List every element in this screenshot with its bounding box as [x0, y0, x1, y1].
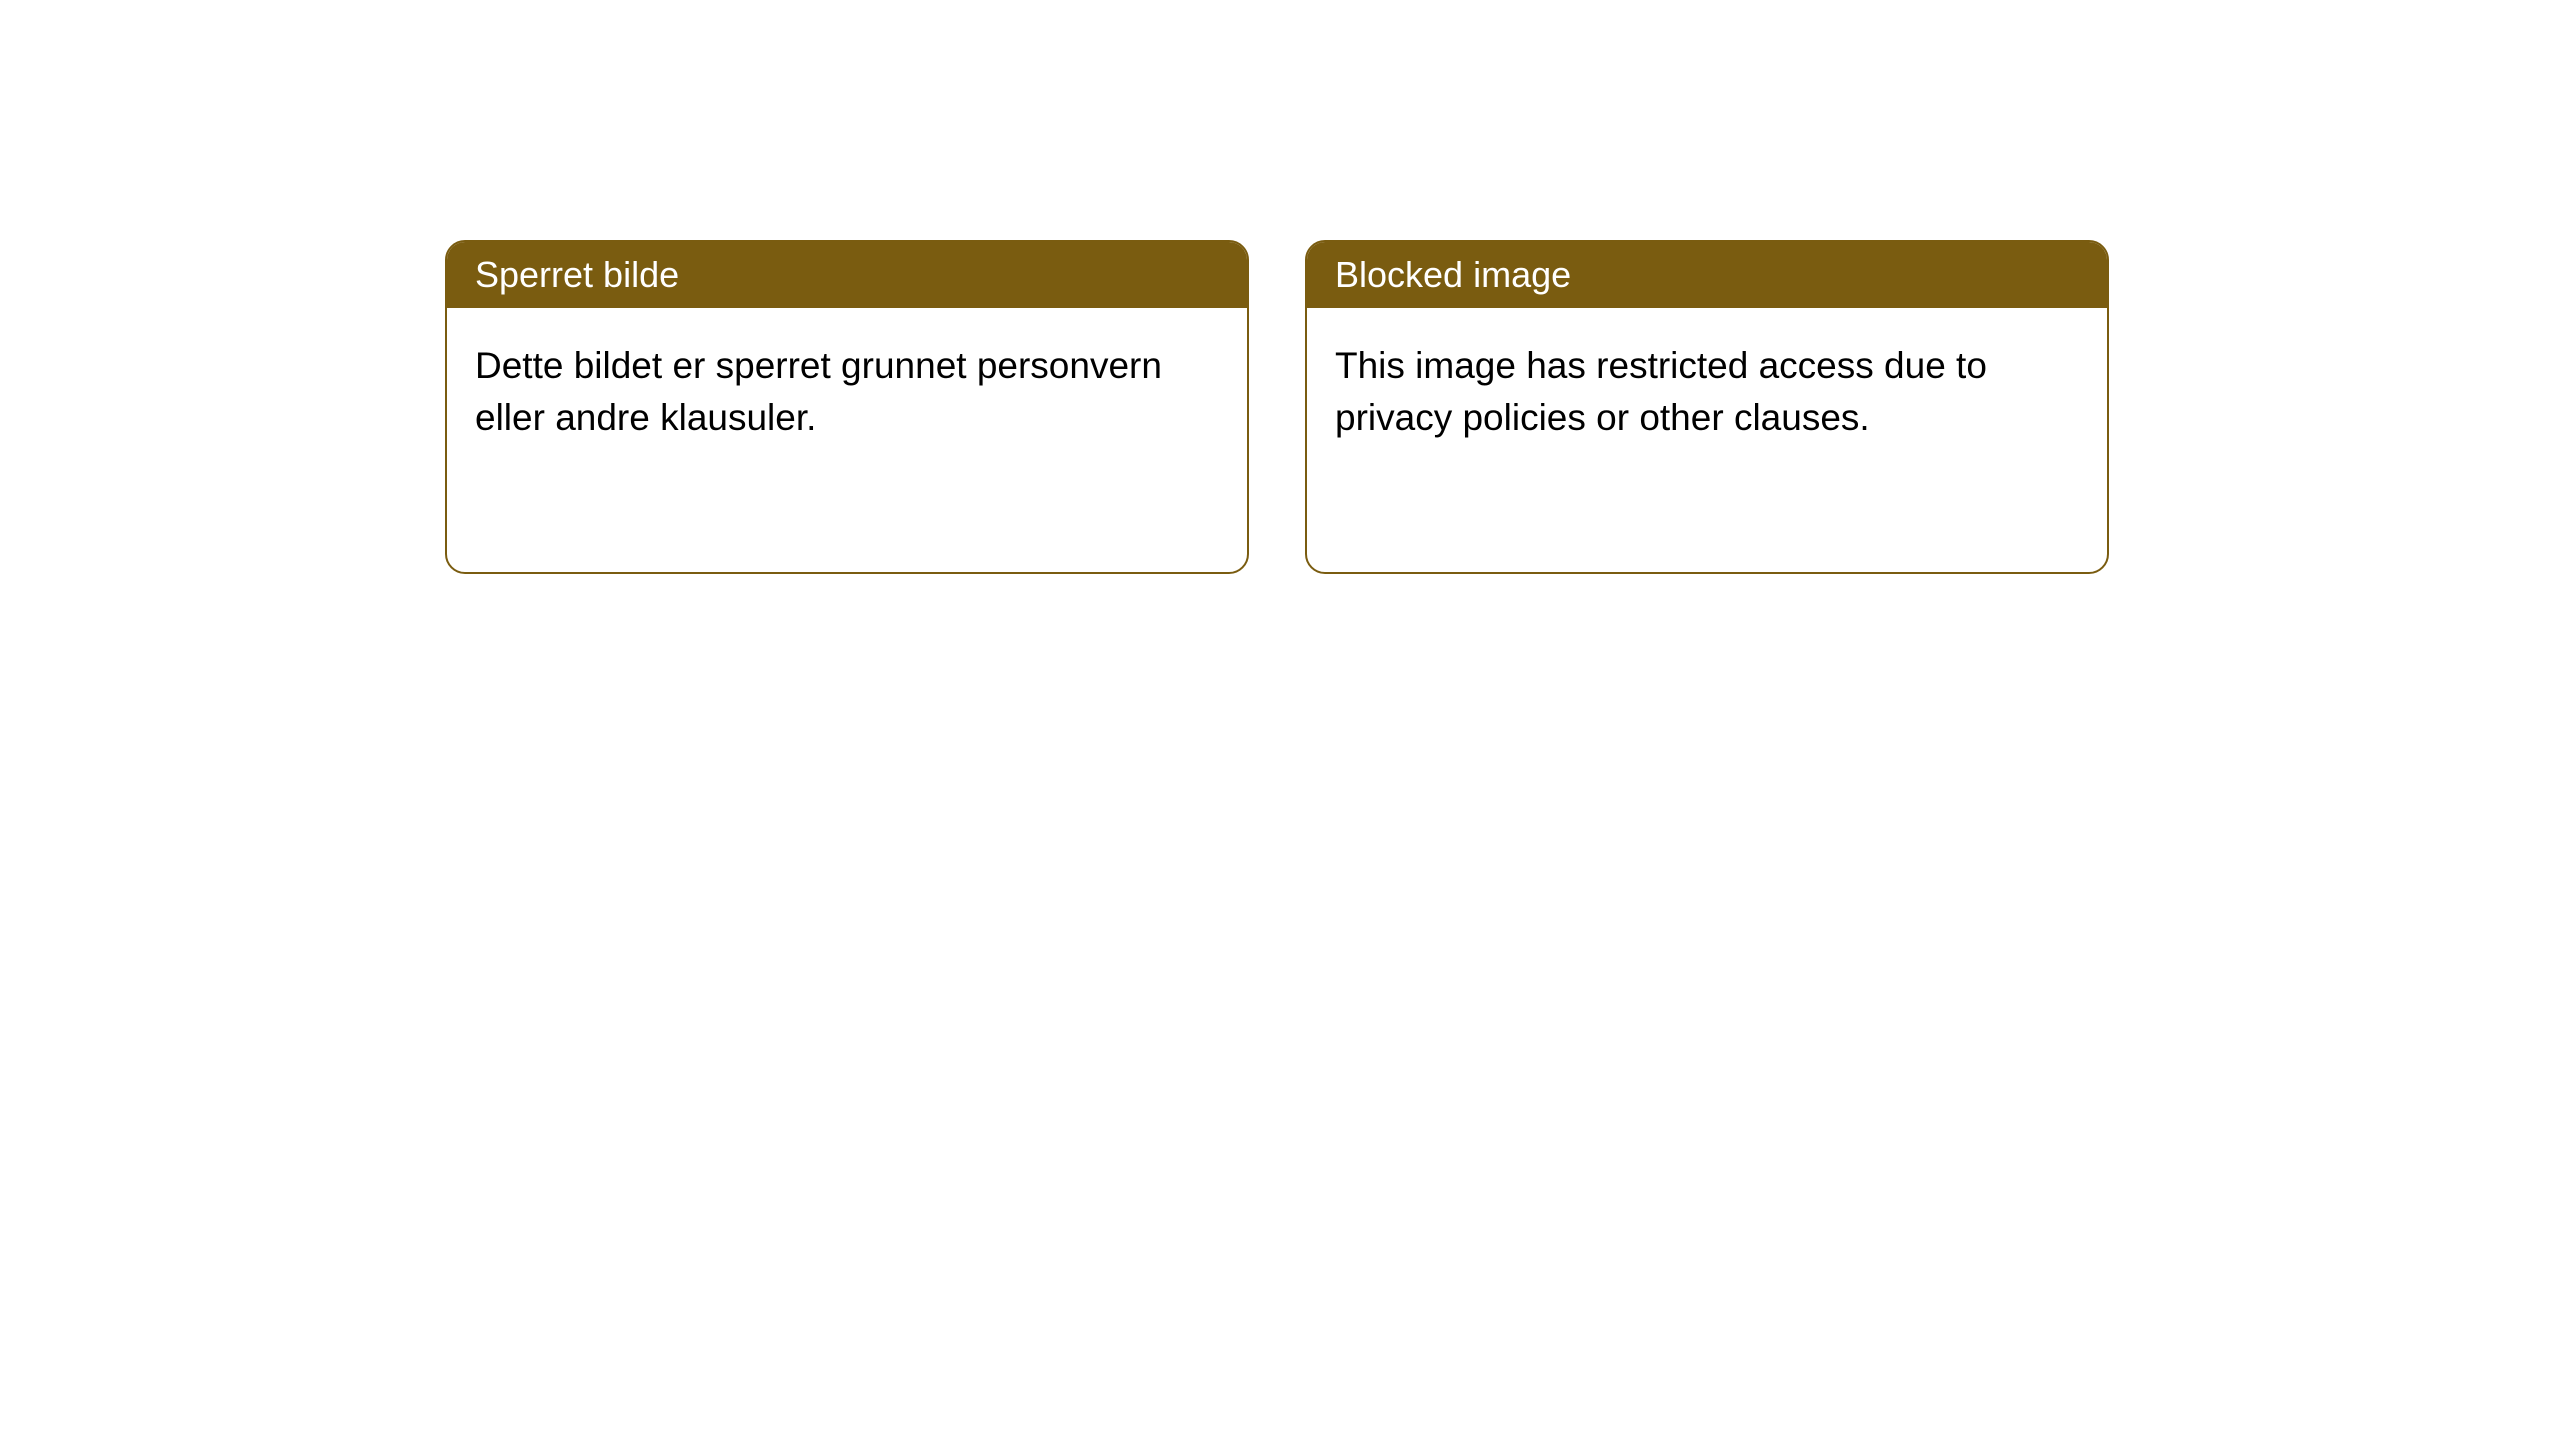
notice-body-english: This image has restricted access due to …: [1307, 308, 2107, 476]
notice-title-norwegian: Sperret bilde: [447, 242, 1247, 308]
notice-title-english: Blocked image: [1307, 242, 2107, 308]
notice-container: Sperret bilde Dette bildet er sperret gr…: [0, 0, 2560, 574]
notice-body-norwegian: Dette bildet er sperret grunnet personve…: [447, 308, 1247, 476]
notice-card-english: Blocked image This image has restricted …: [1305, 240, 2109, 574]
notice-card-norwegian: Sperret bilde Dette bildet er sperret gr…: [445, 240, 1249, 574]
